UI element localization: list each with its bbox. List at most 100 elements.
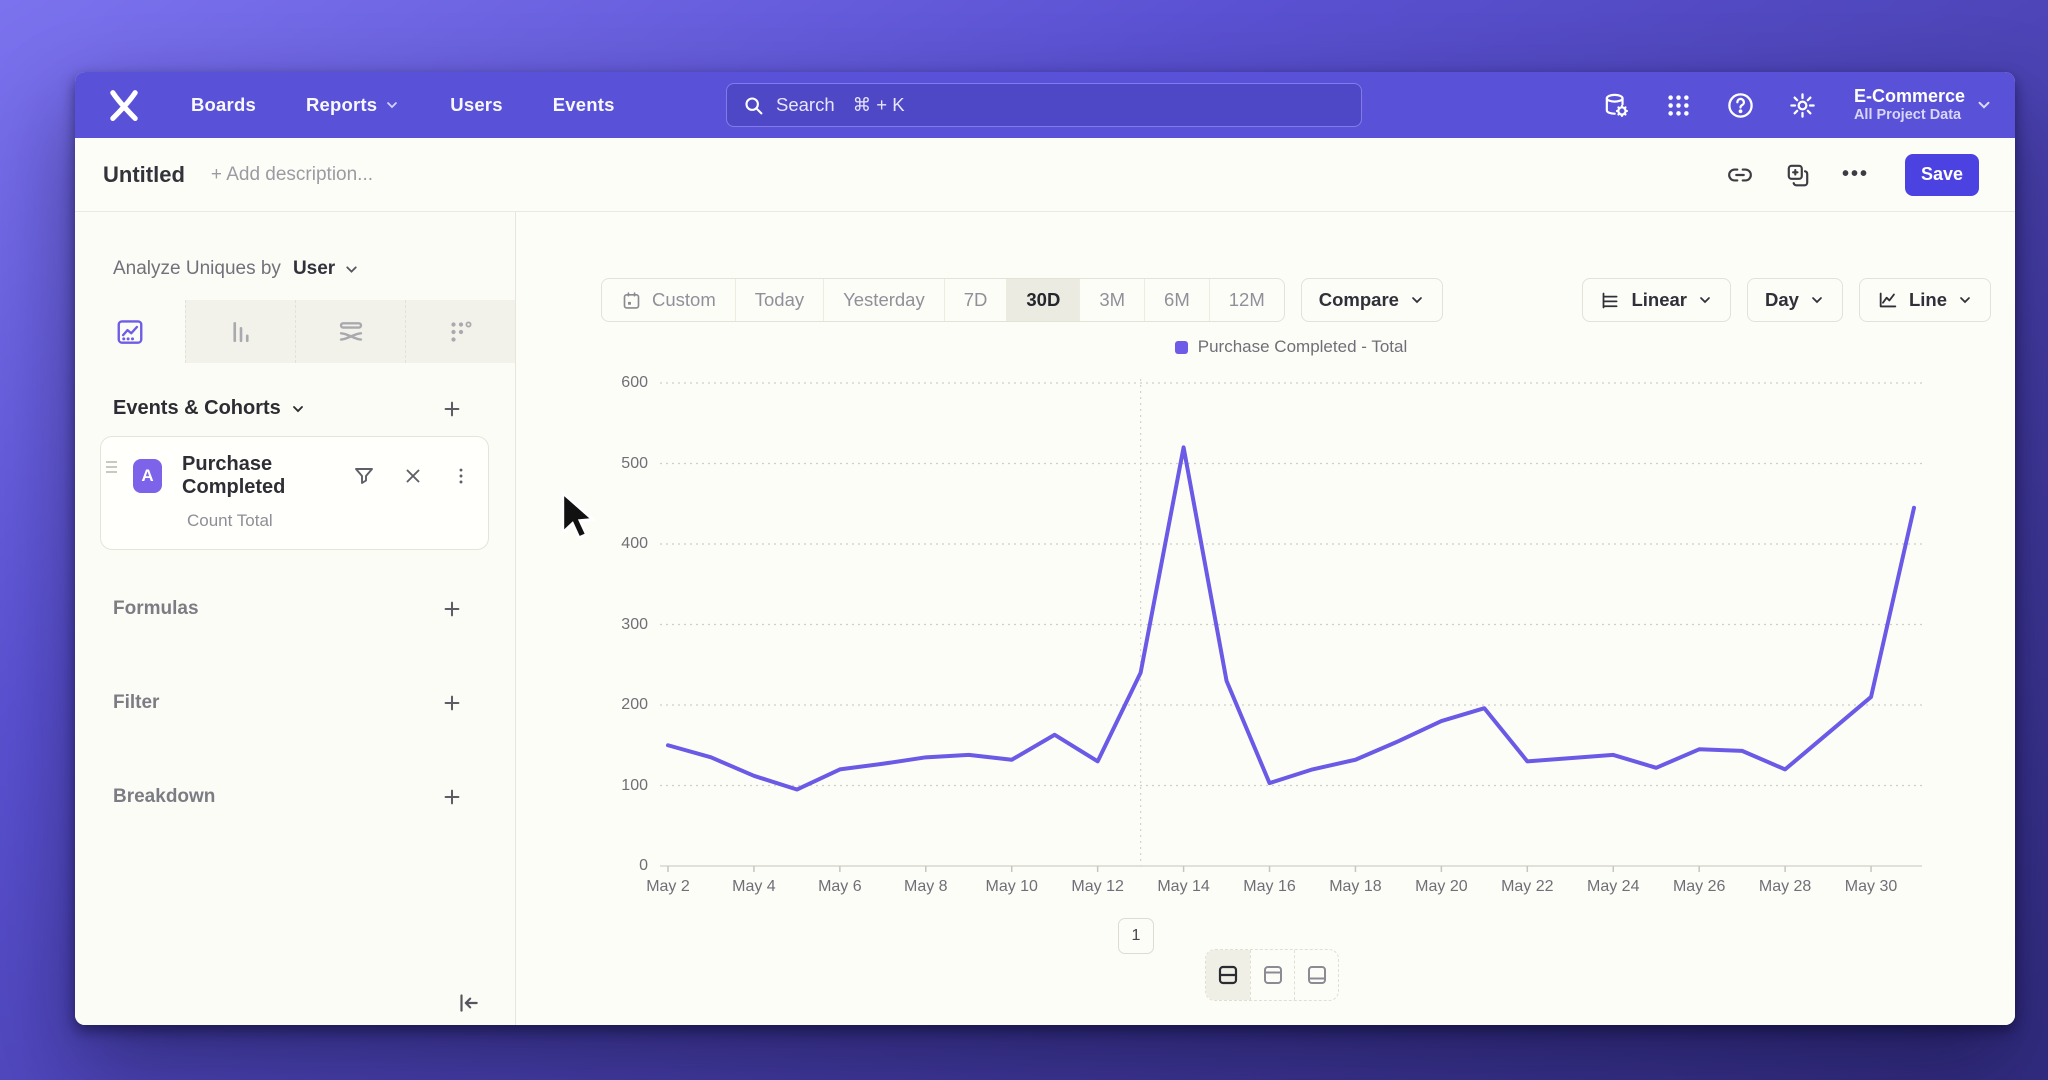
nav-item-events[interactable]: Events — [552, 94, 615, 115]
collapse-sidebar-icon[interactable] — [455, 990, 481, 1016]
event-metric[interactable]: Count Total — [187, 511, 273, 530]
x-axis-label: May 22 — [1501, 878, 1554, 895]
search-shortcut: ⌘ + K — [852, 94, 905, 115]
sidebar-section-filter: Filter — [113, 692, 463, 714]
filter-funnel-icon[interactable] — [352, 464, 376, 488]
scale-button[interactable]: Linear — [1582, 278, 1732, 322]
y-axis-label: 100 — [621, 776, 648, 794]
chevron-down-icon — [1978, 101, 1990, 109]
tab-retention-grid[interactable] — [405, 300, 515, 363]
line-chart[interactable] — [660, 373, 1922, 873]
layout-split-horizontal-button[interactable] — [1206, 950, 1250, 1000]
x-axis-label: May 4 — [732, 878, 776, 895]
save-button[interactable]: Save — [1905, 153, 1979, 196]
series-badge: A — [133, 459, 163, 493]
x-axis-label: May 14 — [1157, 878, 1210, 895]
project-selector[interactable]: E-Commerce All Project Data — [1854, 86, 1993, 123]
duplicate-icon[interactable] — [1784, 161, 1812, 189]
linear-scale-icon — [1603, 292, 1618, 308]
event-name[interactable]: Purchase Completed — [182, 453, 286, 498]
help-icon[interactable] — [1726, 90, 1756, 120]
add-breakdown-button[interactable] — [441, 786, 463, 808]
project-scope: All Project Data — [1853, 107, 1962, 123]
add-description-placeholder[interactable]: + Add description... — [210, 163, 374, 185]
report-title[interactable]: Untitled — [103, 161, 185, 187]
more-actions-icon[interactable]: ••• — [1841, 163, 1869, 185]
range-7d[interactable]: 7D — [943, 279, 1007, 321]
project-name: E-Commerce — [1853, 86, 1965, 107]
event-card[interactable]: A Purchase Completed Count Total — [100, 436, 489, 550]
interval-button[interactable]: Day — [1747, 278, 1843, 322]
chart-toolbar: Custom Today Yesterday 7D 30D 3M 6M 12M Compare… — [601, 278, 1991, 322]
tab-insights-line-chart[interactable] — [75, 300, 185, 363]
tab-bar-chart[interactable] — [185, 300, 295, 363]
app-window: Boards Reports Users Events Search ⌘ + K — [75, 72, 2015, 1025]
x-axis-label: May 24 — [1587, 878, 1640, 895]
nav-items: Boards Reports Users Events — [191, 94, 615, 116]
legend-swatch — [1174, 340, 1188, 354]
x-axis-label: May 6 — [818, 878, 862, 895]
mouse-cursor — [561, 490, 597, 540]
events-cohorts-label[interactable]: Events & Cohorts — [113, 397, 281, 419]
search-placeholder: Search — [776, 94, 835, 115]
search-icon — [745, 96, 763, 114]
x-axis-label: May 26 — [1672, 878, 1726, 895]
search-input[interactable]: Search ⌘ + K — [726, 83, 1362, 127]
range-today[interactable]: Today — [734, 279, 823, 321]
add-event-button[interactable] — [441, 398, 463, 420]
mixpanel-logo-icon[interactable] — [105, 86, 143, 124]
range-12m[interactable]: 12M — [1208, 279, 1284, 321]
tab-flow[interactable] — [295, 300, 405, 363]
x-axis-label: May 8 — [903, 878, 948, 895]
copy-link-icon[interactable] — [1726, 161, 1754, 189]
range-3m[interactable]: 3M — [1079, 279, 1144, 321]
top-nav: Boards Reports Users Events Search ⌘ + K — [75, 72, 2015, 138]
chevron-down-icon — [1700, 297, 1710, 304]
chevron-down-icon — [292, 405, 303, 412]
y-axis-label: 600 — [621, 374, 648, 391]
settings-gear-icon[interactable] — [1788, 90, 1818, 120]
chevron-down-icon — [1812, 297, 1822, 304]
panel-layout-toggles — [1205, 949, 1339, 1001]
range-30d[interactable]: 30D — [1006, 279, 1080, 321]
range-6m[interactable]: 6M — [1144, 279, 1209, 321]
layout-footer-bottom-button[interactable] — [1294, 950, 1338, 1000]
analyze-value-dropdown[interactable]: User — [292, 258, 336, 279]
range-yesterday[interactable]: Yesterday — [823, 279, 944, 321]
legend-page-indicator[interactable]: 1 — [1118, 918, 1154, 954]
date-range-group: Custom Today Yesterday 7D 30D 3M 6M 12M — [601, 278, 1285, 322]
x-axis-label: May 12 — [1071, 878, 1124, 895]
y-axis-label: 300 — [621, 615, 648, 633]
x-axis-label: May 16 — [1243, 878, 1296, 895]
nav-item-users[interactable]: Users — [450, 94, 503, 115]
chevron-down-icon — [387, 102, 398, 109]
y-axis-label: 0 — [639, 857, 648, 874]
section-label: Formulas — [113, 598, 199, 619]
nav-item-boards[interactable]: Boards — [191, 94, 256, 115]
data-management-icon[interactable] — [1602, 90, 1632, 120]
x-axis-label: May 18 — [1329, 878, 1382, 895]
layout-header-top-button[interactable] — [1250, 950, 1294, 1000]
y-axis-label: 400 — [621, 535, 648, 552]
kebab-menu-icon[interactable] — [450, 465, 472, 487]
chart-type-button[interactable]: Line — [1858, 278, 1991, 322]
section-label: Filter — [113, 692, 160, 713]
remove-event-icon[interactable] — [402, 465, 424, 487]
x-axis-label: May 2 — [646, 878, 690, 895]
nav-item-reports[interactable]: Reports — [306, 94, 400, 116]
chart-panel: Custom Today Yesterday 7D 30D 3M 6M 12M Compare… — [516, 212, 2015, 1025]
chart-legend: Purchase Completed - Total — [660, 337, 1922, 357]
range-custom[interactable]: Custom — [602, 279, 735, 321]
x-axis-label: May 10 — [985, 878, 1038, 895]
add-filter-button[interactable] — [441, 692, 463, 714]
query-sidebar: Analyze Uniques by User — [75, 212, 516, 1025]
sidebar-section-breakdown: Breakdown — [113, 786, 463, 808]
chart-series-line[interactable] — [666, 445, 1916, 792]
apps-grid-icon[interactable] — [1664, 90, 1694, 120]
legend-label: Purchase Completed - Total — [1197, 337, 1408, 356]
drag-handle-icon[interactable] — [106, 461, 117, 473]
chevron-down-icon — [1960, 297, 1970, 304]
add-formulas-button[interactable] — [441, 598, 463, 620]
compare-button[interactable]: Compare — [1300, 278, 1443, 322]
analyze-label: Analyze Uniques by — [113, 258, 281, 279]
